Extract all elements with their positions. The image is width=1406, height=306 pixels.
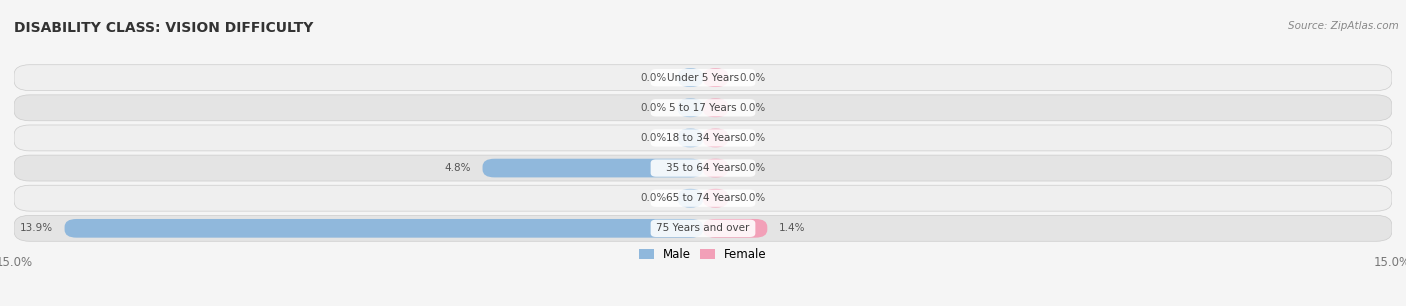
FancyBboxPatch shape <box>14 125 1392 151</box>
FancyBboxPatch shape <box>703 129 728 147</box>
FancyBboxPatch shape <box>14 95 1392 121</box>
Text: 0.0%: 0.0% <box>740 73 766 83</box>
Text: 0.0%: 0.0% <box>740 133 766 143</box>
Text: 0.0%: 0.0% <box>740 103 766 113</box>
Text: 18 to 34 Years: 18 to 34 Years <box>666 133 740 143</box>
FancyBboxPatch shape <box>651 220 755 237</box>
Text: 0.0%: 0.0% <box>740 163 766 173</box>
FancyBboxPatch shape <box>65 219 703 238</box>
FancyBboxPatch shape <box>678 129 703 147</box>
FancyBboxPatch shape <box>678 189 703 207</box>
FancyBboxPatch shape <box>703 189 728 207</box>
FancyBboxPatch shape <box>482 159 703 177</box>
FancyBboxPatch shape <box>14 185 1392 211</box>
FancyBboxPatch shape <box>651 159 755 177</box>
Text: 0.0%: 0.0% <box>640 103 666 113</box>
Text: Under 5 Years: Under 5 Years <box>666 73 740 83</box>
FancyBboxPatch shape <box>678 68 703 87</box>
Text: 5 to 17 Years: 5 to 17 Years <box>669 103 737 113</box>
Text: DISABILITY CLASS: VISION DIFFICULTY: DISABILITY CLASS: VISION DIFFICULTY <box>14 21 314 35</box>
Text: 4.8%: 4.8% <box>444 163 471 173</box>
Text: 13.9%: 13.9% <box>20 223 53 233</box>
Text: 35 to 64 Years: 35 to 64 Years <box>666 163 740 173</box>
Legend: Male, Female: Male, Female <box>640 248 766 261</box>
FancyBboxPatch shape <box>651 69 755 86</box>
FancyBboxPatch shape <box>14 215 1392 241</box>
FancyBboxPatch shape <box>14 155 1392 181</box>
FancyBboxPatch shape <box>678 99 703 117</box>
FancyBboxPatch shape <box>703 159 728 177</box>
FancyBboxPatch shape <box>703 68 728 87</box>
Text: 65 to 74 Years: 65 to 74 Years <box>666 193 740 203</box>
Text: Source: ZipAtlas.com: Source: ZipAtlas.com <box>1288 21 1399 32</box>
Text: 0.0%: 0.0% <box>640 193 666 203</box>
FancyBboxPatch shape <box>703 219 768 238</box>
FancyBboxPatch shape <box>14 65 1392 91</box>
Text: 0.0%: 0.0% <box>640 133 666 143</box>
Text: 75 Years and over: 75 Years and over <box>657 223 749 233</box>
Text: 1.4%: 1.4% <box>779 223 806 233</box>
FancyBboxPatch shape <box>651 129 755 147</box>
FancyBboxPatch shape <box>651 189 755 207</box>
Text: 0.0%: 0.0% <box>740 193 766 203</box>
Text: 0.0%: 0.0% <box>640 73 666 83</box>
FancyBboxPatch shape <box>703 99 728 117</box>
FancyBboxPatch shape <box>651 99 755 117</box>
